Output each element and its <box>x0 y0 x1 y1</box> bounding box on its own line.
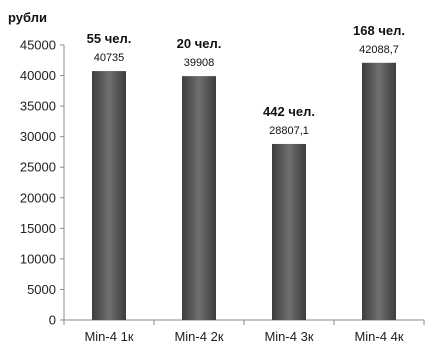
y-tick-label: 30000 <box>20 129 56 144</box>
value-labels: 40735 39908 28807,1 42088,7 <box>94 44 399 137</box>
y-tick-label: 45000 <box>20 38 56 53</box>
y-tick-label: 40000 <box>20 68 56 83</box>
bar-value-label: 39908 <box>184 57 215 69</box>
bar <box>272 143 306 320</box>
bar-count-annotation: 168 чел. <box>353 23 405 38</box>
bars <box>92 62 396 321</box>
y-tick-label: 25000 <box>20 160 56 175</box>
bar-value-label: 40735 <box>94 52 125 64</box>
y-tick-label: 35000 <box>20 99 56 114</box>
x-category-label: Min-4 2к <box>174 329 223 344</box>
bar-count-annotation: 20 чел. <box>177 36 222 51</box>
bar <box>92 71 126 320</box>
bar-value-label: 28807,1 <box>269 125 309 137</box>
x-category-label: Min-4 1к <box>84 329 133 344</box>
x-category-label: Min-4 4к <box>354 329 403 344</box>
y-tick-label: 5000 <box>27 282 56 297</box>
bar <box>362 62 396 320</box>
category-labels: Min-4 1к Min-4 2к Min-4 3к Min-4 4к <box>84 329 403 344</box>
bar-count-annotation: 442 чел. <box>263 104 315 119</box>
count-annotations: 55 чел. 20 чел. 442 чел. 168 чел. <box>87 23 405 119</box>
bar <box>182 76 216 321</box>
y-tick-label: 0 <box>49 313 56 328</box>
y-tick-label: 20000 <box>20 190 56 205</box>
bar-count-annotation: 55 чел. <box>87 31 132 46</box>
y-tick-label: 10000 <box>20 251 56 266</box>
y-axis-ticks: 0 5000 10000 15000 20000 25000 30000 35000 40000… <box>20 38 64 328</box>
y-tick-label: 15000 <box>20 221 56 236</box>
bar-value-label: 42088,7 <box>359 44 399 56</box>
x-category-label: Min-4 3к <box>264 329 313 344</box>
y-axis-unit-label: рубли <box>8 10 47 25</box>
